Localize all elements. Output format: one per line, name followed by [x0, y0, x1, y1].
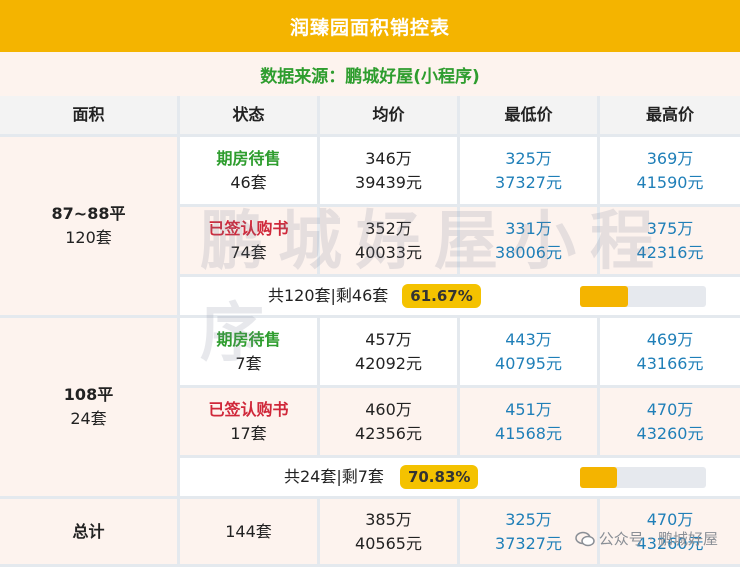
- area-cell: 87~88平 120套: [0, 137, 180, 318]
- status-label: 已签认购书: [208, 218, 289, 238]
- summary-text: 共120套|剩46套: [268, 286, 389, 305]
- header-avg-price: 均价: [320, 96, 460, 137]
- avg-unit: 40565元: [355, 533, 422, 553]
- avg-unit: 40033元: [355, 242, 422, 262]
- progress-bar: [580, 285, 706, 307]
- avg-unit: 42356元: [355, 423, 422, 443]
- table-row: 87~88平 120套 期房待售 46套 346万 39439元 325万 37…: [0, 137, 740, 318]
- table-header-row: 面积 状态 均价 最低价 最高价: [0, 96, 740, 137]
- min-unit: 37327元: [495, 172, 562, 192]
- min-unit: 40795元: [495, 353, 562, 373]
- area-name: 87~88平: [51, 204, 126, 223]
- avg-total: 457万: [365, 329, 412, 349]
- wechat-icon: [574, 531, 595, 546]
- max-total: 470万: [646, 509, 694, 529]
- avg-unit: 39439元: [355, 172, 422, 192]
- summary-row: 共24套|剩7套 70.83%: [0, 458, 740, 499]
- area-units: 24套: [70, 409, 107, 428]
- min-unit: 38006元: [495, 242, 562, 262]
- min-total: 325万: [505, 509, 552, 529]
- min-total: 331万: [505, 218, 552, 238]
- max-total: 470万: [646, 399, 694, 419]
- max-total: 369万: [646, 148, 694, 168]
- area-cell: 108平 24套: [0, 318, 180, 499]
- header-status: 状态: [180, 96, 320, 137]
- table-row: 已签认购书 74套 352万 40033元 331万 38006元 375万 4…: [0, 207, 740, 277]
- footer-text: 公众号 · 鹏城好屋: [598, 530, 718, 548]
- summary-row: 共120套|剩46套 61.67%: [0, 277, 740, 318]
- area-units: 120套: [65, 228, 112, 247]
- avg-total: 385万: [365, 509, 412, 529]
- avg-unit: 42092元: [355, 353, 422, 373]
- sales-control-table: 面积 状态 均价 最低价 最高价 87~88平 120套 期房待售 46套 34…: [0, 96, 740, 567]
- min-unit: 37327元: [495, 533, 562, 553]
- min-unit: 41568元: [495, 423, 562, 443]
- status-count: 74套: [230, 242, 267, 262]
- sold-percent-badge: 70.83%: [399, 465, 479, 489]
- min-total: 325万: [505, 148, 552, 168]
- max-unit: 43166元: [636, 353, 704, 373]
- max-unit: 41590元: [636, 172, 704, 192]
- summary-text: 共24套|剩7套: [284, 467, 384, 486]
- footer-watermark: 公众号 · 鹏城好屋: [574, 528, 718, 549]
- table-row: 已签认购书 17套 460万 42356元 451万 41568元 470万 4…: [0, 388, 740, 458]
- status-count: 17套: [230, 423, 267, 443]
- sold-percent-badge: 61.67%: [402, 284, 481, 308]
- min-total: 443万: [505, 329, 552, 349]
- avg-total: 352万: [365, 218, 412, 238]
- page-title: 润臻园面积销控表: [0, 0, 740, 52]
- total-units: 144套: [225, 521, 272, 541]
- min-total: 451万: [505, 399, 552, 419]
- status-label: 期房待售: [216, 148, 281, 168]
- avg-total: 346万: [365, 148, 412, 168]
- status-count: 7套: [235, 353, 262, 373]
- max-total: 469万: [646, 329, 694, 349]
- status-count: 46套: [230, 172, 267, 192]
- header-area: 面积: [0, 96, 180, 137]
- max-total: 375万: [646, 218, 694, 238]
- progress-bar: [580, 466, 706, 488]
- progress-bar-fill: [580, 466, 617, 488]
- area-name: 108平: [63, 385, 114, 404]
- table-row: 108平 24套 期房待售 7套 457万 42092元 443万 40795元…: [0, 318, 740, 499]
- status-label: 期房待售: [216, 329, 281, 349]
- max-unit: 43260元: [636, 423, 704, 443]
- header-min-price: 最低价: [460, 96, 600, 137]
- progress-bar-fill: [580, 285, 629, 307]
- max-unit: 42316元: [636, 242, 704, 262]
- data-source-label: 数据来源：鹏城好屋(小程序): [0, 52, 740, 96]
- header-max-price: 最高价: [600, 96, 740, 137]
- status-label: 已签认购书: [208, 399, 289, 419]
- total-label: 总计: [72, 521, 105, 541]
- max-unit: 43260元: [636, 533, 704, 553]
- avg-total: 460万: [365, 399, 412, 419]
- total-row: 总计 144套 385万 40565元 325万 37327元 470万 432…: [0, 499, 740, 567]
